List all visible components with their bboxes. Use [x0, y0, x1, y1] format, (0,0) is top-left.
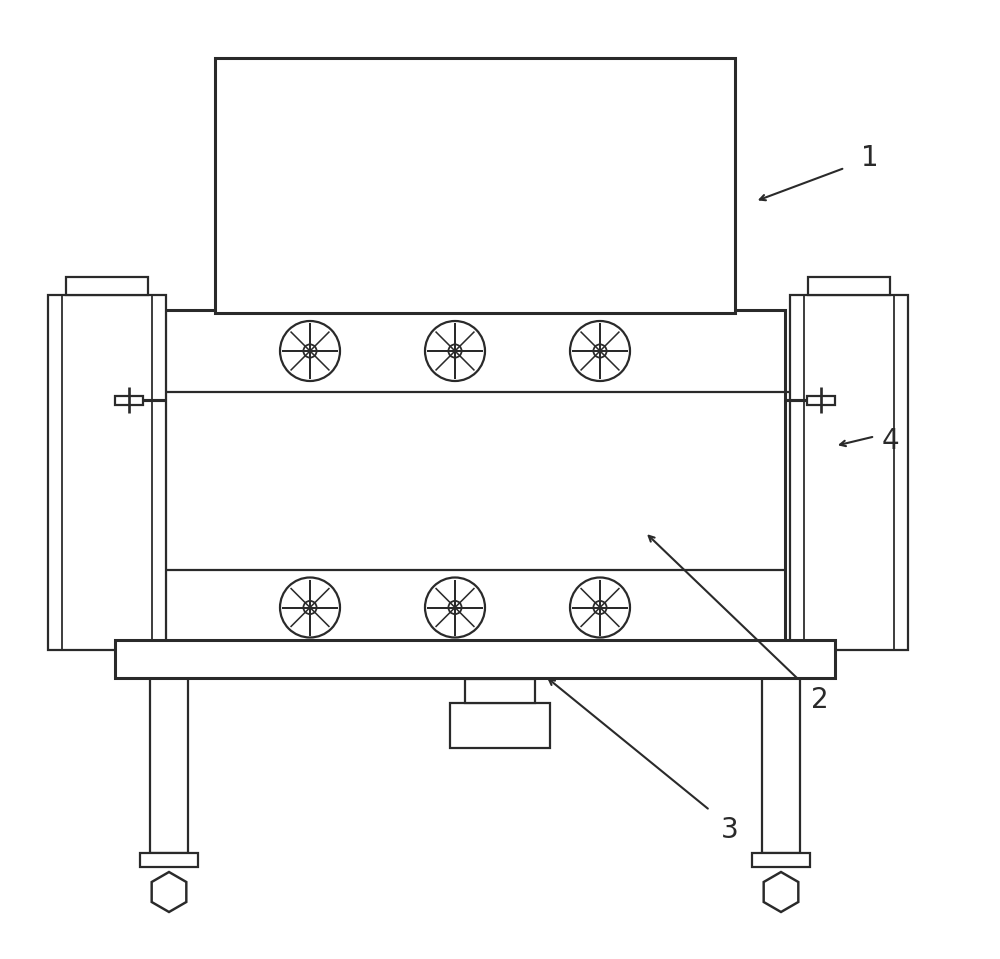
Bar [808, 277, 890, 295]
Text: 4: 4 [881, 427, 899, 456]
Bar [752, 853, 810, 867]
Bar [150, 678, 188, 853]
Bar [140, 853, 198, 867]
Bar [762, 678, 800, 853]
Circle shape [425, 321, 485, 381]
Circle shape [593, 344, 607, 358]
Circle shape [448, 601, 462, 614]
Polygon shape [764, 872, 798, 912]
Circle shape [280, 577, 340, 638]
Circle shape [280, 321, 340, 381]
Bar [115, 640, 835, 678]
Circle shape [303, 601, 317, 614]
Text: 3: 3 [721, 815, 739, 844]
Bar [165, 310, 785, 645]
Bar [790, 295, 908, 650]
Bar [465, 679, 535, 703]
Bar [48, 295, 166, 650]
Bar [115, 396, 143, 405]
Circle shape [570, 577, 630, 638]
Text: 1: 1 [861, 144, 879, 173]
Bar [66, 277, 148, 295]
Circle shape [593, 601, 607, 614]
Circle shape [425, 577, 485, 638]
Bar [450, 703, 550, 748]
Circle shape [303, 344, 317, 358]
Polygon shape [152, 872, 186, 912]
Circle shape [570, 321, 630, 381]
Text: 2: 2 [811, 686, 829, 714]
Bar [215, 58, 735, 313]
Circle shape [448, 344, 462, 358]
Bar [807, 396, 835, 405]
